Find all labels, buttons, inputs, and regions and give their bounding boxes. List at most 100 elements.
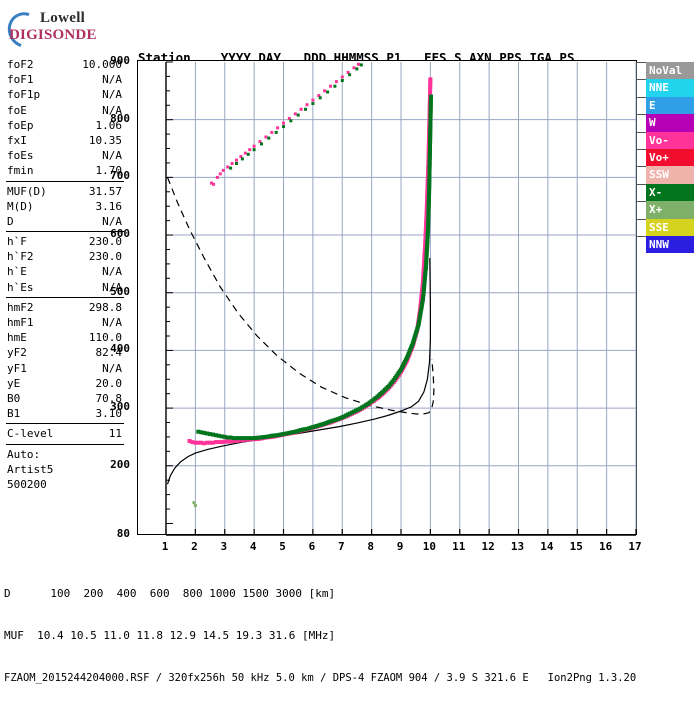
- data-point: [422, 276, 427, 281]
- data-point: [420, 298, 425, 303]
- param-value: 230.0: [88, 235, 122, 249]
- data-point: [234, 436, 239, 441]
- data-point: [427, 182, 432, 187]
- param-divider-2: [6, 231, 124, 233]
- data-point: [427, 153, 432, 158]
- legend-tick: [636, 183, 646, 201]
- legend-item-noval[interactable]: NoVal: [646, 62, 694, 80]
- data-point: [428, 134, 433, 139]
- param-key: foF1p: [7, 88, 41, 102]
- x-tick-label: 2: [191, 540, 198, 553]
- x-tick-label: 16: [599, 540, 613, 553]
- data-point: [193, 440, 198, 445]
- data-point: [355, 67, 359, 71]
- legend-item-x-[interactable]: X-: [646, 183, 694, 202]
- data-point: [352, 66, 356, 70]
- data-point: [424, 222, 429, 227]
- data-point: [428, 147, 432, 152]
- x-tick-label: 1: [161, 540, 169, 553]
- legend-tick: [636, 96, 646, 114]
- param-group-peak-heights: hmF2 298.8 hmF1 N/A hmE 110.0 yF2 82.4 yF1 N/A yE 2…: [4, 300, 126, 422]
- param-row: foEs N/A: [4, 148, 126, 163]
- data-point: [423, 231, 428, 236]
- data-point: [334, 80, 338, 84]
- data-point: [428, 79, 433, 84]
- param-value: 3.16: [95, 199, 123, 213]
- legend-item-nne[interactable]: NNE: [646, 79, 694, 97]
- data-point: [196, 440, 201, 445]
- param-row: D N/A: [4, 214, 126, 229]
- data-point: [428, 88, 433, 93]
- param-value: 10.35: [88, 133, 122, 147]
- legend-tick: [636, 218, 646, 236]
- data-point: [428, 118, 433, 123]
- data-point: [423, 271, 428, 276]
- y-tick-label: 80: [116, 527, 130, 540]
- data-point: [428, 138, 433, 143]
- param-value: 1.70: [95, 164, 123, 178]
- legend-tick-marks: [636, 62, 646, 253]
- legend-item-sse[interactable]: SSE: [646, 218, 694, 236]
- data-point: [428, 114, 433, 119]
- param-value: N/A: [102, 361, 122, 375]
- data-point: [228, 435, 233, 440]
- param-key: hmF1: [7, 316, 34, 329]
- legend-item-vo-[interactable]: Vo-: [646, 131, 694, 149]
- param-value: N/A: [102, 316, 122, 329]
- data-point: [427, 180, 432, 185]
- legend-item-x-[interactable]: X+: [646, 201, 694, 219]
- data-point: [211, 432, 215, 437]
- data-point: [426, 202, 431, 207]
- footer-distance-row: D 100 200 400 600 800 1000 1500 3000 [km…: [4, 587, 336, 600]
- data-point: [427, 193, 431, 198]
- data-point: [222, 439, 227, 444]
- data-point: [235, 162, 238, 165]
- data-point: [412, 337, 417, 342]
- data-point: [428, 132, 433, 136]
- data-point: [424, 260, 429, 265]
- param-key: D: [7, 214, 14, 228]
- data-point: [205, 440, 210, 445]
- param-row: foF2 10.000: [4, 57, 126, 72]
- data-point: [240, 157, 244, 161]
- legend-item-w[interactable]: W: [646, 114, 694, 132]
- param-value: 3.10: [95, 407, 123, 421]
- data-point: [416, 322, 421, 327]
- data-point: [428, 140, 433, 145]
- legend-item-nnw[interactable]: NNW: [646, 235, 694, 254]
- data-point: [428, 99, 433, 103]
- data-point: [425, 231, 430, 236]
- data-point: [424, 249, 429, 254]
- param-value: N/A: [102, 88, 122, 102]
- data-point: [202, 430, 207, 435]
- data-point: [428, 77, 433, 82]
- data-point: [426, 227, 430, 232]
- data-point: [427, 184, 432, 189]
- param-row: B0 70.8: [4, 391, 126, 406]
- param-value: N/A: [102, 103, 122, 117]
- x-tick-label: 15: [569, 540, 583, 553]
- data-point: [340, 79, 344, 82]
- data-point: [422, 280, 427, 285]
- data-point: [427, 171, 432, 176]
- legend-item-ssw[interactable]: SSW: [646, 166, 694, 184]
- data-point: [323, 89, 327, 93]
- data-point: [423, 273, 428, 278]
- data-point: [428, 96, 433, 101]
- param-value: 11: [108, 427, 122, 441]
- data-point: [423, 269, 428, 274]
- data-point: [428, 81, 433, 86]
- data-point: [202, 441, 207, 446]
- y-tick-label: 200: [110, 457, 130, 471]
- data-point: [287, 117, 291, 120]
- param-value: 230.0: [88, 250, 122, 264]
- legend-item-vo-[interactable]: Vo+: [646, 148, 694, 167]
- series-e-region-sporadic-fragment: [192, 501, 197, 508]
- data-point: [314, 424, 319, 428]
- param-key: yE: [7, 376, 21, 390]
- data-point: [426, 213, 431, 218]
- data-point: [296, 113, 300, 117]
- data-point: [418, 311, 423, 316]
- param-key: hmF2: [7, 300, 34, 314]
- legend-item-e[interactable]: E: [646, 96, 694, 115]
